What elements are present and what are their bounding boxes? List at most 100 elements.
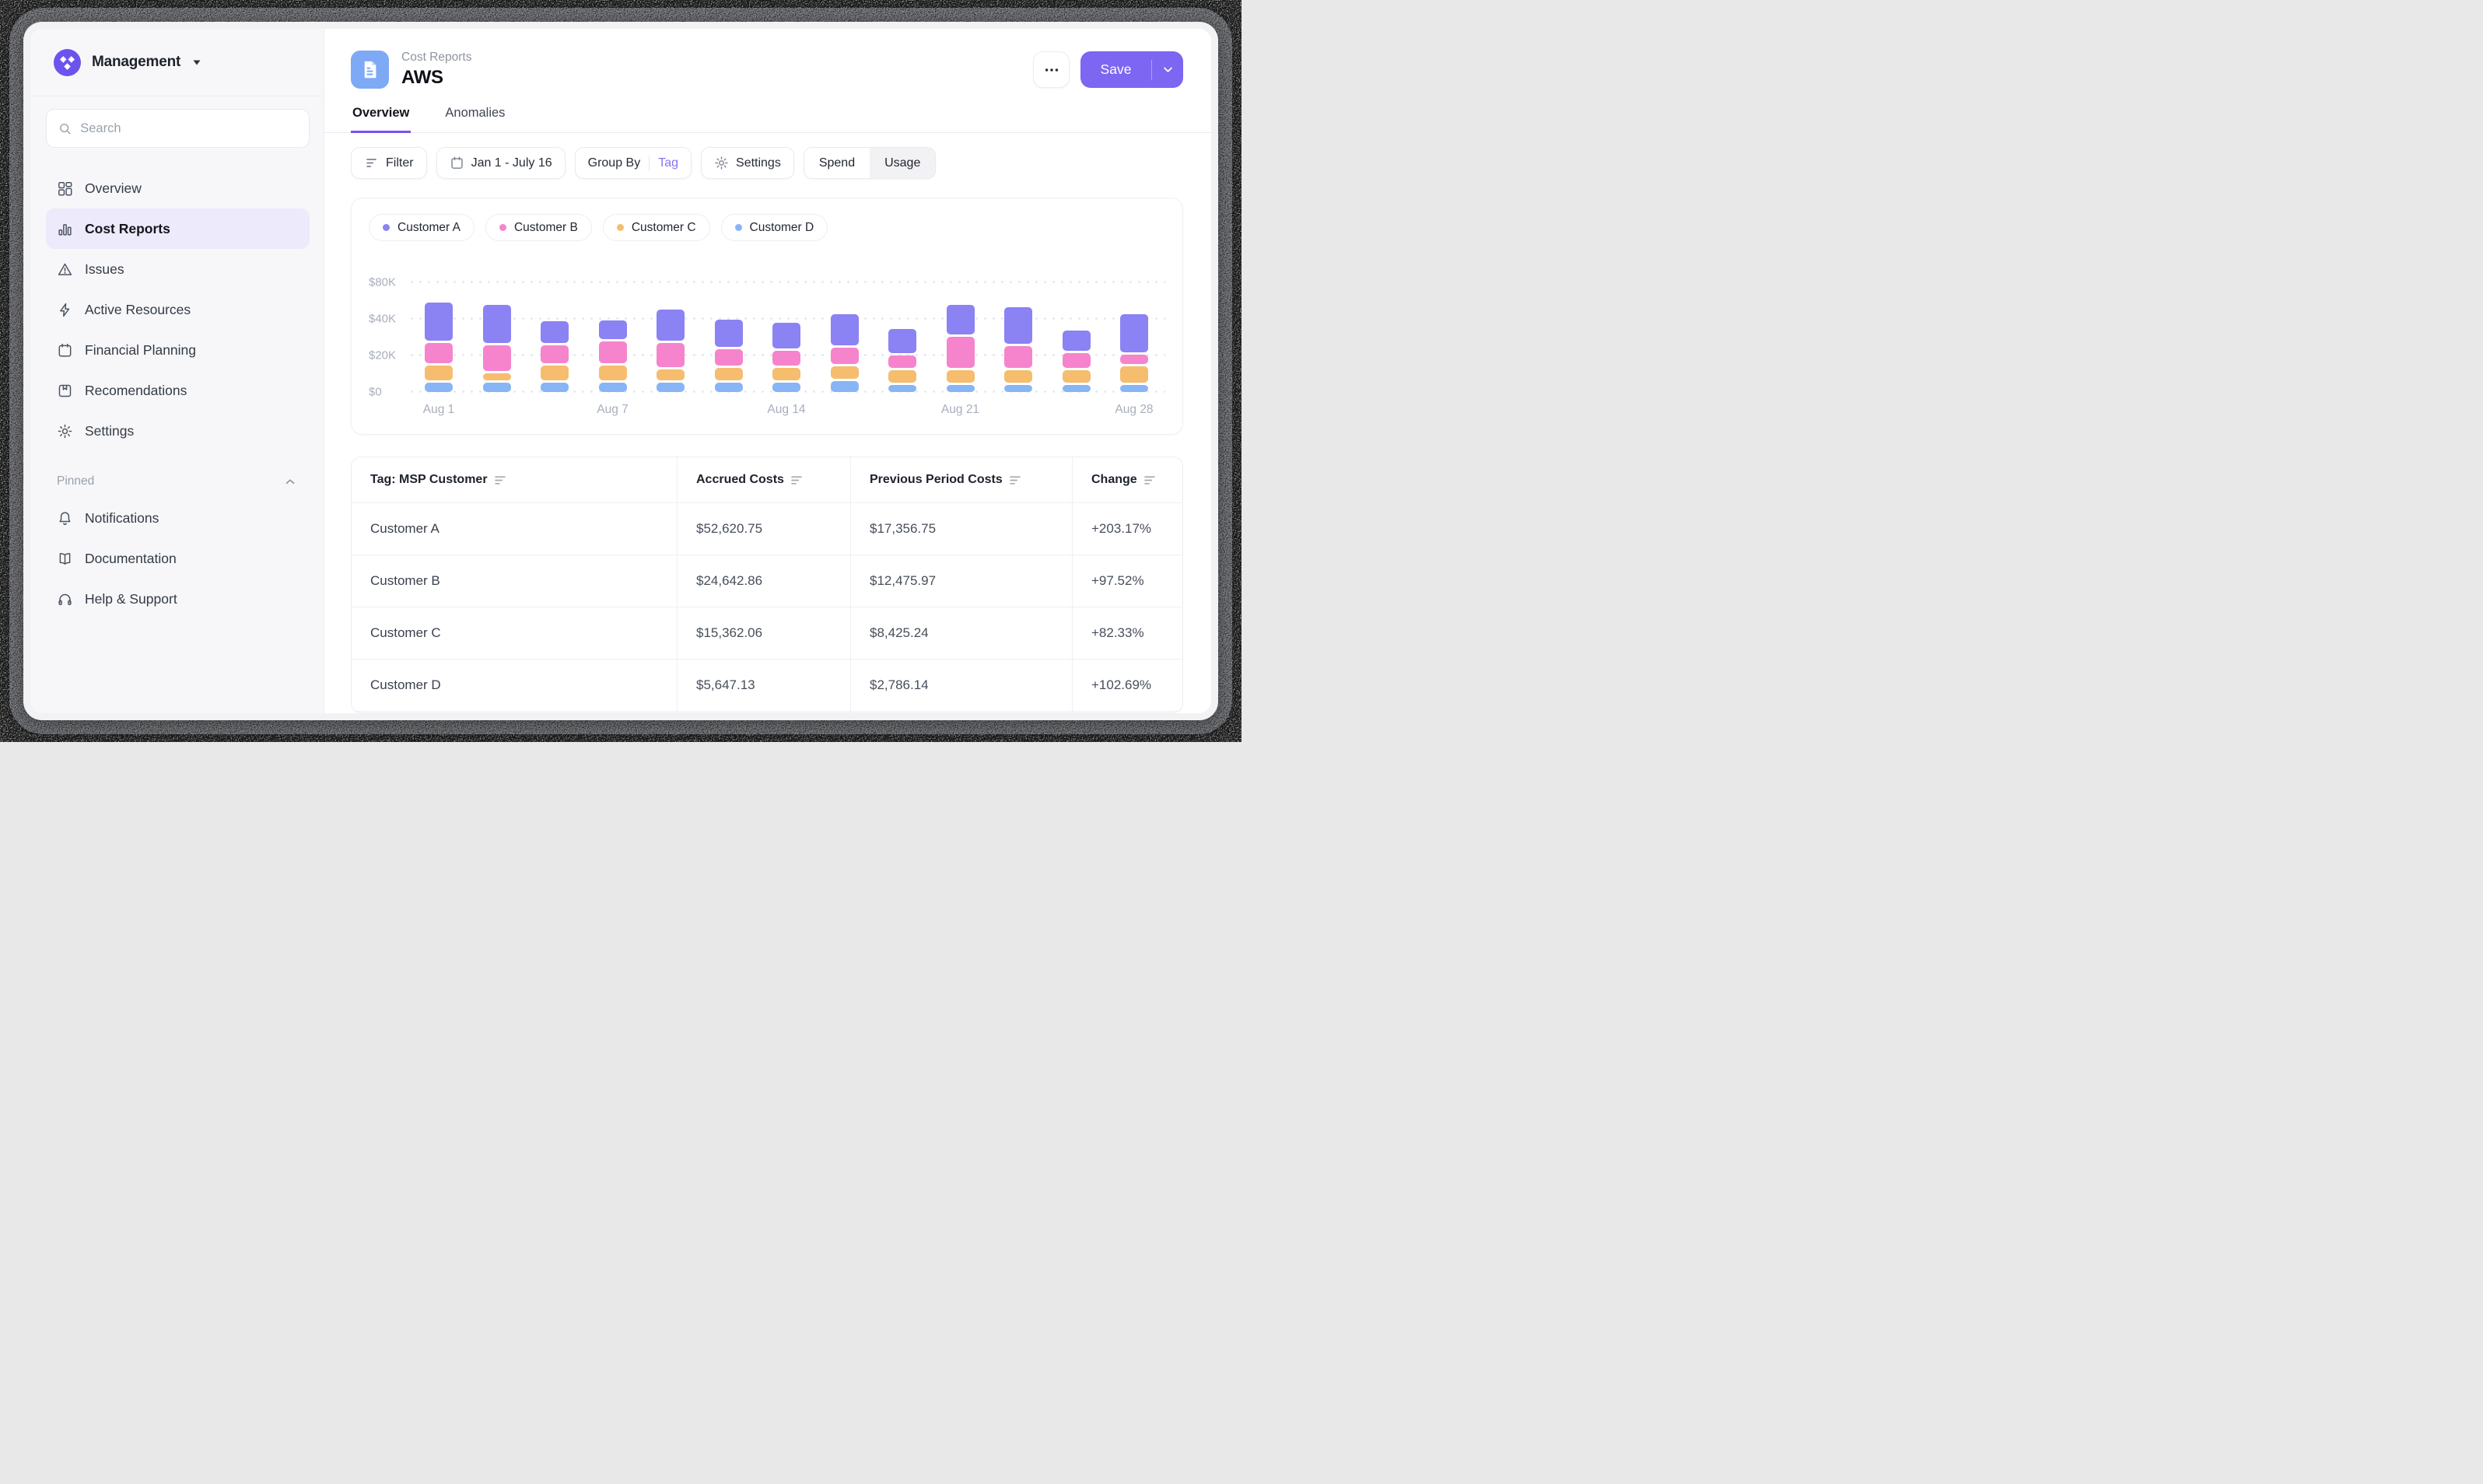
bar-segment-customer-a — [772, 323, 800, 348]
pinned-item-help-support[interactable]: Help & Support — [46, 579, 310, 619]
sort-icon — [1143, 475, 1155, 485]
legend-pill-customer-b[interactable]: Customer B — [485, 214, 592, 241]
sidebar-item-financial-planning[interactable]: Financial Planning — [46, 330, 310, 370]
bar-segment-customer-c — [714, 368, 743, 380]
bar-segment-customer-c — [425, 366, 453, 380]
column-header-previous-period-costs[interactable]: Previous Period Costs — [850, 457, 1072, 502]
bar-segment-customer-d — [830, 381, 859, 392]
table-row-customer-c[interactable]: Customer C $15,362.06 $8,425.24 +82.33% — [352, 607, 1182, 659]
nav-item-label: Cost Reports — [85, 220, 170, 236]
stacked-bar — [772, 323, 800, 392]
stacked-bar — [714, 320, 743, 392]
value-cell: +102.69% — [1072, 660, 1182, 711]
value-cell: $15,362.06 — [677, 607, 850, 659]
bar-segment-customer-d — [1004, 385, 1032, 392]
sidebar-item-settings[interactable]: Settings — [46, 411, 310, 451]
pinned-item-notifications[interactable]: Notifications — [46, 498, 310, 538]
more-button[interactable] — [1033, 51, 1070, 88]
pinned-section-toggle[interactable]: Pinned — [46, 474, 308, 488]
row-label-cell: Customer B — [370, 573, 440, 588]
stacked-bar — [1062, 331, 1091, 392]
bar-segment-customer-c — [1004, 370, 1032, 383]
calendar-icon — [450, 156, 463, 169]
x-tick — [1063, 403, 1091, 420]
filter-button[interactable]: Filter — [351, 147, 427, 179]
save-dropdown-button[interactable] — [1152, 62, 1183, 77]
legend-dot-icon — [734, 224, 742, 231]
legend-pill-customer-d[interactable]: Customer D — [720, 214, 828, 241]
y-tick-label: $80K — [369, 275, 397, 289]
segment-usage[interactable]: Usage — [870, 148, 936, 178]
chevron-down-icon — [1163, 67, 1172, 72]
bar-segment-customer-c — [482, 373, 511, 380]
filter-label: Filter — [386, 156, 414, 170]
bars-row — [408, 260, 1165, 392]
date-range-label: Jan 1 - July 16 — [471, 156, 552, 170]
table-row-customer-a[interactable]: Customer A $52,620.75 $17,356.75 +203.17% — [352, 502, 1182, 555]
segment-spend[interactable]: Spend — [804, 148, 870, 178]
bar-segment-customer-a — [482, 305, 511, 343]
table-row-customer-d[interactable]: Customer D $5,647.13 $2,786.14 +102.69% — [352, 659, 1182, 711]
ellipsis-icon — [1045, 68, 1058, 72]
search-input[interactable] — [80, 121, 297, 136]
book-icon — [57, 551, 73, 567]
table-row-customer-b[interactable]: Customer B $24,642.86 $12,475.97 +97.52% — [352, 555, 1182, 607]
bar-segment-customer-c — [541, 366, 569, 380]
bar-segment-customer-b — [657, 343, 685, 367]
value-cell: $5,647.13 — [677, 660, 850, 711]
calendar-icon — [57, 342, 73, 359]
save-label: Save — [1100, 61, 1132, 77]
stacked-bar — [830, 314, 859, 392]
group-by-button[interactable]: Group By Tag — [574, 147, 692, 179]
bar-segment-customer-b — [1120, 355, 1148, 364]
stacked-bar — [425, 303, 453, 392]
column-header-accrued-costs[interactable]: Accrued Costs — [677, 457, 850, 502]
pinned-item-documentation[interactable]: Documentation — [46, 538, 310, 579]
x-tick — [541, 403, 569, 420]
bar-segment-customer-b — [888, 355, 916, 368]
sidebar-item-cost-reports[interactable]: Cost Reports — [46, 208, 310, 249]
tab-overview[interactable]: Overview — [351, 106, 411, 133]
nav-item-label: Help & Support — [85, 590, 177, 607]
search-box[interactable] — [46, 109, 310, 148]
bar-segment-customer-b — [482, 345, 511, 371]
spend-usage-toggle: Spend Usage — [803, 147, 937, 179]
bar-segment-customer-d — [888, 385, 916, 392]
y-tick-label: $40K — [369, 312, 397, 326]
column-header-tag-msp-customer[interactable]: Tag: MSP Customer — [352, 457, 677, 502]
chevron-down-icon — [193, 60, 201, 65]
sort-icon — [494, 475, 506, 485]
group-by-label: Group By — [587, 156, 641, 170]
sidebar-item-overview[interactable]: Overview — [46, 168, 310, 208]
sidebar-item-active-resources[interactable]: Active Resources — [46, 289, 310, 330]
y-tick-label: $20K — [369, 348, 397, 362]
settings-button[interactable]: Settings — [701, 147, 794, 179]
legend-pill-customer-c[interactable]: Customer C — [602, 214, 710, 241]
legend-pill-customer-a[interactable]: Customer A — [369, 214, 475, 241]
value-cell: $52,620.75 — [677, 503, 850, 555]
legend-dot-icon — [383, 224, 390, 231]
bar-segment-customer-d — [1120, 385, 1148, 392]
sidebar-item-recomendations[interactable]: Recomendations — [46, 370, 310, 411]
date-range-button[interactable]: Jan 1 - July 16 — [436, 147, 566, 179]
search-icon — [60, 123, 71, 134]
filter-lines-icon — [366, 159, 376, 167]
bolt-icon — [57, 302, 73, 318]
divider — [649, 155, 650, 171]
bell-icon — [57, 510, 73, 527]
report-header: Cost Reports AWS Save — [351, 51, 1183, 89]
tab-anomalies[interactable]: Anomalies — [445, 106, 506, 120]
bar-segment-customer-a — [425, 303, 453, 341]
bar-segment-customer-d — [657, 383, 685, 392]
x-tick: Aug 14 — [767, 403, 805, 420]
column-header-change[interactable]: Change — [1072, 457, 1182, 502]
bar-segment-customer-a — [830, 314, 859, 345]
workspace-switcher[interactable]: Management — [30, 29, 324, 96]
sidebar-item-issues[interactable]: Issues — [46, 249, 310, 289]
y-axis: $80K $40K $20K $0 — [369, 260, 408, 399]
bar-segment-customer-c — [946, 370, 975, 383]
x-tick — [483, 403, 511, 420]
sidebar-nav: Overview Cost Reports Issues Active Resourc… — [46, 168, 310, 451]
save-button[interactable]: Save — [1080, 51, 1183, 88]
bar-segment-customer-a — [541, 321, 569, 343]
